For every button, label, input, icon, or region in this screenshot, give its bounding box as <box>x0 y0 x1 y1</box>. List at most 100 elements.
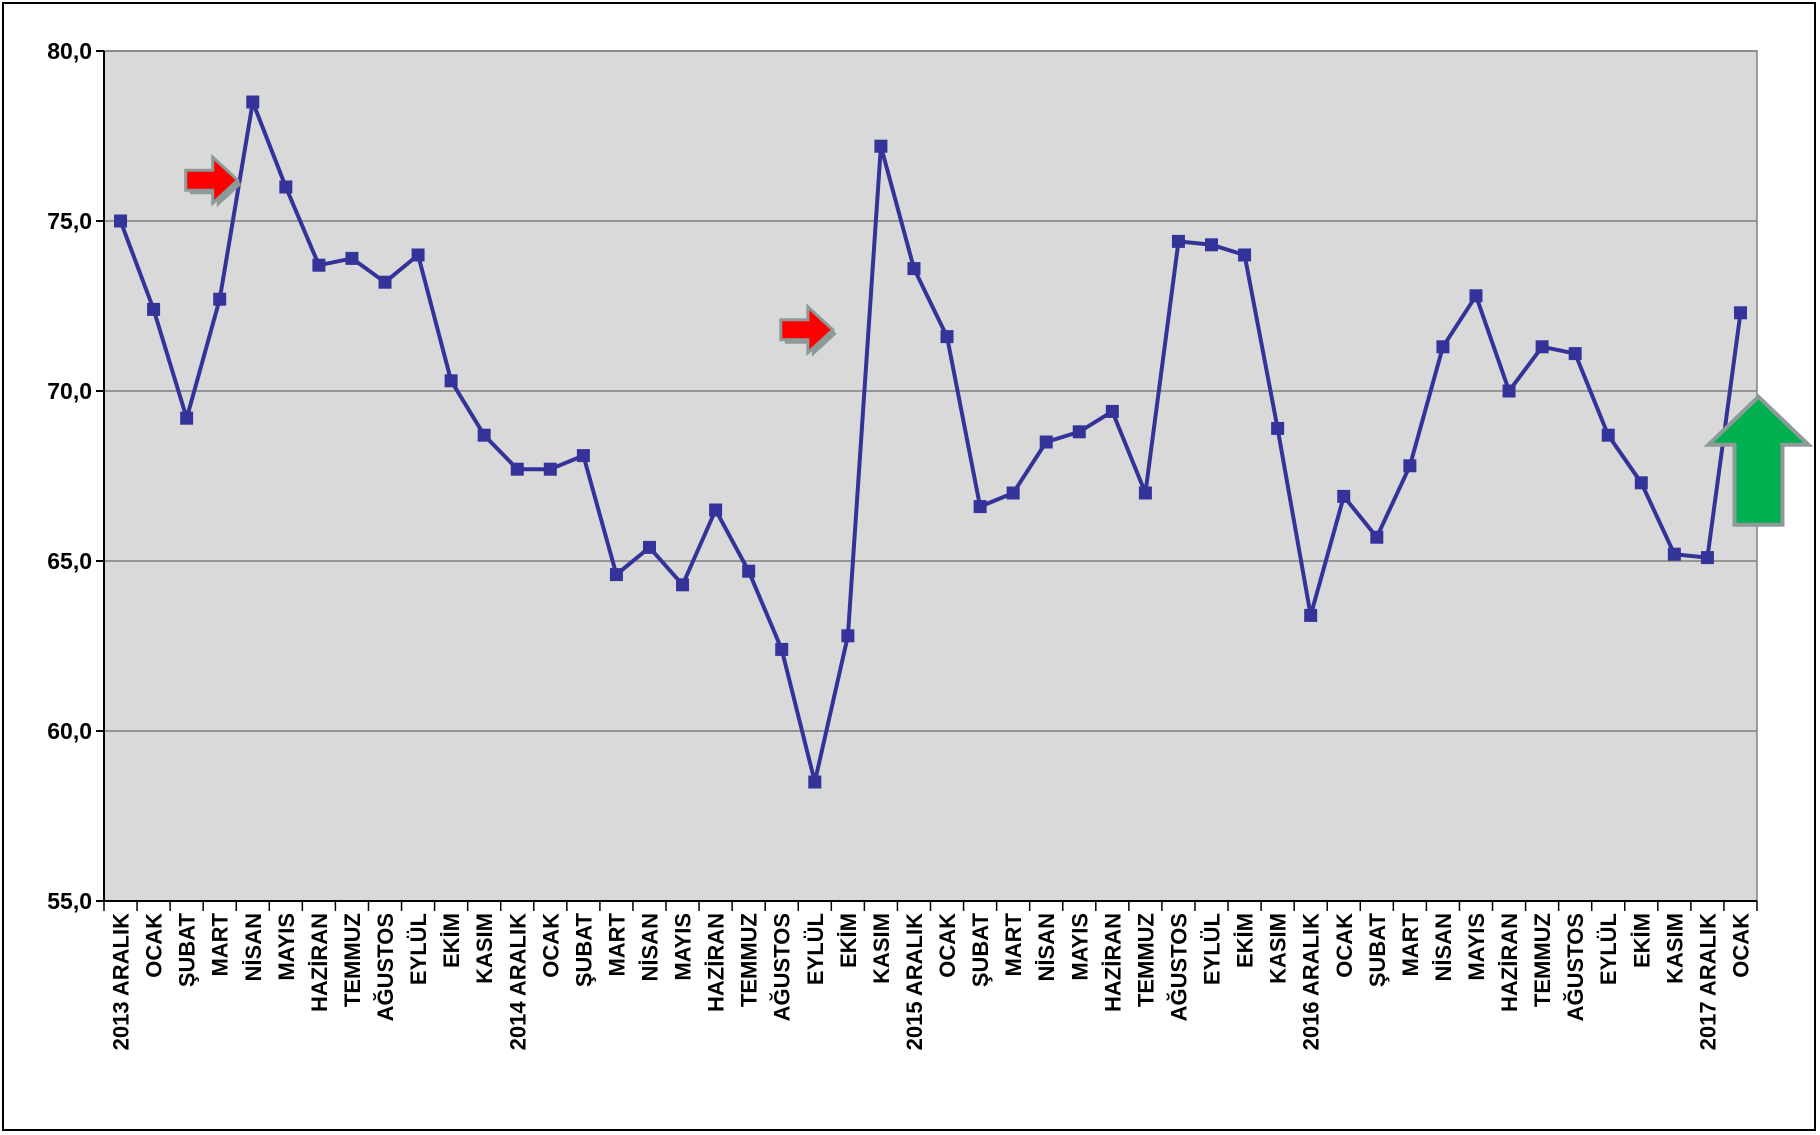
data-point <box>1667 547 1681 561</box>
data-point <box>510 462 524 476</box>
data-point <box>808 775 822 789</box>
data-point <box>841 629 855 643</box>
data-point <box>1733 306 1747 320</box>
data-point <box>1072 425 1086 439</box>
x-axis-ticks: 2013 ARALIK OCAK ŞUBAT MART NİSAN MAYIS HAZİRA… <box>103 901 1758 1050</box>
x-tick-label: EYLÜL <box>803 913 828 985</box>
x-tick-label: NİSAN <box>241 913 266 981</box>
x-tick-label: OCAK <box>1728 913 1753 978</box>
y-tick-label: 80,0 <box>47 38 92 64</box>
data-point <box>676 578 690 592</box>
x-tick-label: HAZİRAN <box>704 913 729 1012</box>
y-tick-label: 55,0 <box>47 888 92 914</box>
arrow-right-icon <box>184 153 240 207</box>
data-point <box>1502 384 1516 398</box>
x-tick-label: MART <box>208 912 233 976</box>
data-point <box>907 262 921 276</box>
x-tick-label: EYLÜL <box>1596 913 1621 985</box>
x-tick-label: MART <box>604 912 629 976</box>
data-point <box>642 540 656 554</box>
x-tick-label: NİSAN <box>1034 913 1059 981</box>
y-tick-label: 70,0 <box>47 378 92 404</box>
x-tick-label: 2014 ARALIK <box>505 913 530 1050</box>
data-point <box>378 275 392 289</box>
x-tick-label: MAYIS <box>671 913 696 981</box>
x-tick-label: 2015 ARALIK <box>902 913 927 1050</box>
data-point <box>1271 421 1285 435</box>
data-point <box>1370 530 1384 544</box>
data-point <box>1337 489 1351 503</box>
data-point <box>1039 435 1053 449</box>
x-tick-label: ŞUBAT <box>968 912 993 987</box>
data-point <box>180 411 194 425</box>
y-tick-label: 65,0 <box>47 548 92 574</box>
x-tick-label: HAZİRAN <box>1497 913 1522 1012</box>
data-point <box>444 374 458 388</box>
x-tick-label: TEMMUZ <box>737 913 762 1007</box>
data-point <box>742 564 756 578</box>
arrow-up-icon <box>1703 394 1814 527</box>
data-point <box>1568 347 1582 361</box>
annotations <box>184 153 1814 527</box>
data-point <box>775 642 789 656</box>
data-point <box>874 139 888 153</box>
data-point <box>1700 551 1714 565</box>
x-tick-label: AĞUSTOS <box>373 913 398 1021</box>
data-point <box>1304 608 1318 622</box>
x-tick-label: OCAK <box>142 913 167 978</box>
x-tick-label: MART <box>1398 912 1423 976</box>
x-tick-label: MART <box>1001 912 1026 976</box>
data-point <box>1469 289 1483 303</box>
data-point <box>973 500 987 514</box>
x-tick-label: OCAK <box>1332 913 1357 978</box>
x-tick-label: TEMMUZ <box>340 913 365 1007</box>
data-point <box>345 251 359 265</box>
x-tick-label: AĞUSTOS <box>1166 913 1191 1021</box>
data-point <box>543 462 557 476</box>
x-tick-label: EYLÜL <box>1200 913 1225 985</box>
data-point <box>1436 340 1450 354</box>
x-tick-label: HAZİRAN <box>307 913 332 1012</box>
data-point <box>709 503 723 517</box>
data-point <box>312 258 326 272</box>
x-tick-label: 2016 ARALIK <box>1299 913 1324 1050</box>
arrow-right-icon <box>779 303 836 357</box>
y-axis-ticks: 55,0 60,0 65,0 70,0 75,0 80,0 <box>47 38 104 914</box>
x-tick-label: KASIM <box>472 913 497 984</box>
x-tick-label: ŞUBAT <box>175 912 200 987</box>
data-point <box>246 95 260 109</box>
data-point <box>114 214 128 228</box>
data-point <box>940 330 954 344</box>
data-point <box>1238 248 1252 262</box>
x-tick-label: KASIM <box>1662 913 1687 984</box>
x-tick-label: ŞUBAT <box>1365 912 1390 987</box>
data-point <box>609 568 623 582</box>
data-point <box>1634 476 1648 490</box>
x-tick-label: 2017 ARALIK <box>1695 913 1720 1050</box>
x-tick-label: 2013 ARALIK <box>109 913 134 1050</box>
data-point <box>1138 486 1152 500</box>
x-tick-label: TEMMUZ <box>1133 913 1158 1007</box>
x-tick-label: KASIM <box>1266 913 1291 984</box>
x-tick-label: EKİM <box>1629 913 1654 968</box>
x-tick-label: EKİM <box>836 913 861 968</box>
data-point <box>411 248 425 262</box>
data-point <box>279 180 293 194</box>
data-point <box>1535 340 1549 354</box>
data-point <box>1105 404 1119 418</box>
gridlines <box>104 50 1757 732</box>
x-tick-label: TEMMUZ <box>1530 913 1555 1007</box>
x-tick-label: EKİM <box>439 913 464 968</box>
x-tick-label: NİSAN <box>1431 913 1456 981</box>
x-tick-label: KASIM <box>869 913 894 984</box>
plot-area <box>103 50 1758 902</box>
data-point <box>147 302 161 316</box>
data-point <box>477 428 491 442</box>
data-point <box>1205 238 1219 252</box>
data-point <box>576 449 590 463</box>
data-point <box>1403 459 1417 473</box>
x-tick-label: AĞUSTOS <box>770 913 795 1021</box>
y-tick-label: 60,0 <box>47 718 92 744</box>
y-tick-label: 75,0 <box>47 208 92 234</box>
